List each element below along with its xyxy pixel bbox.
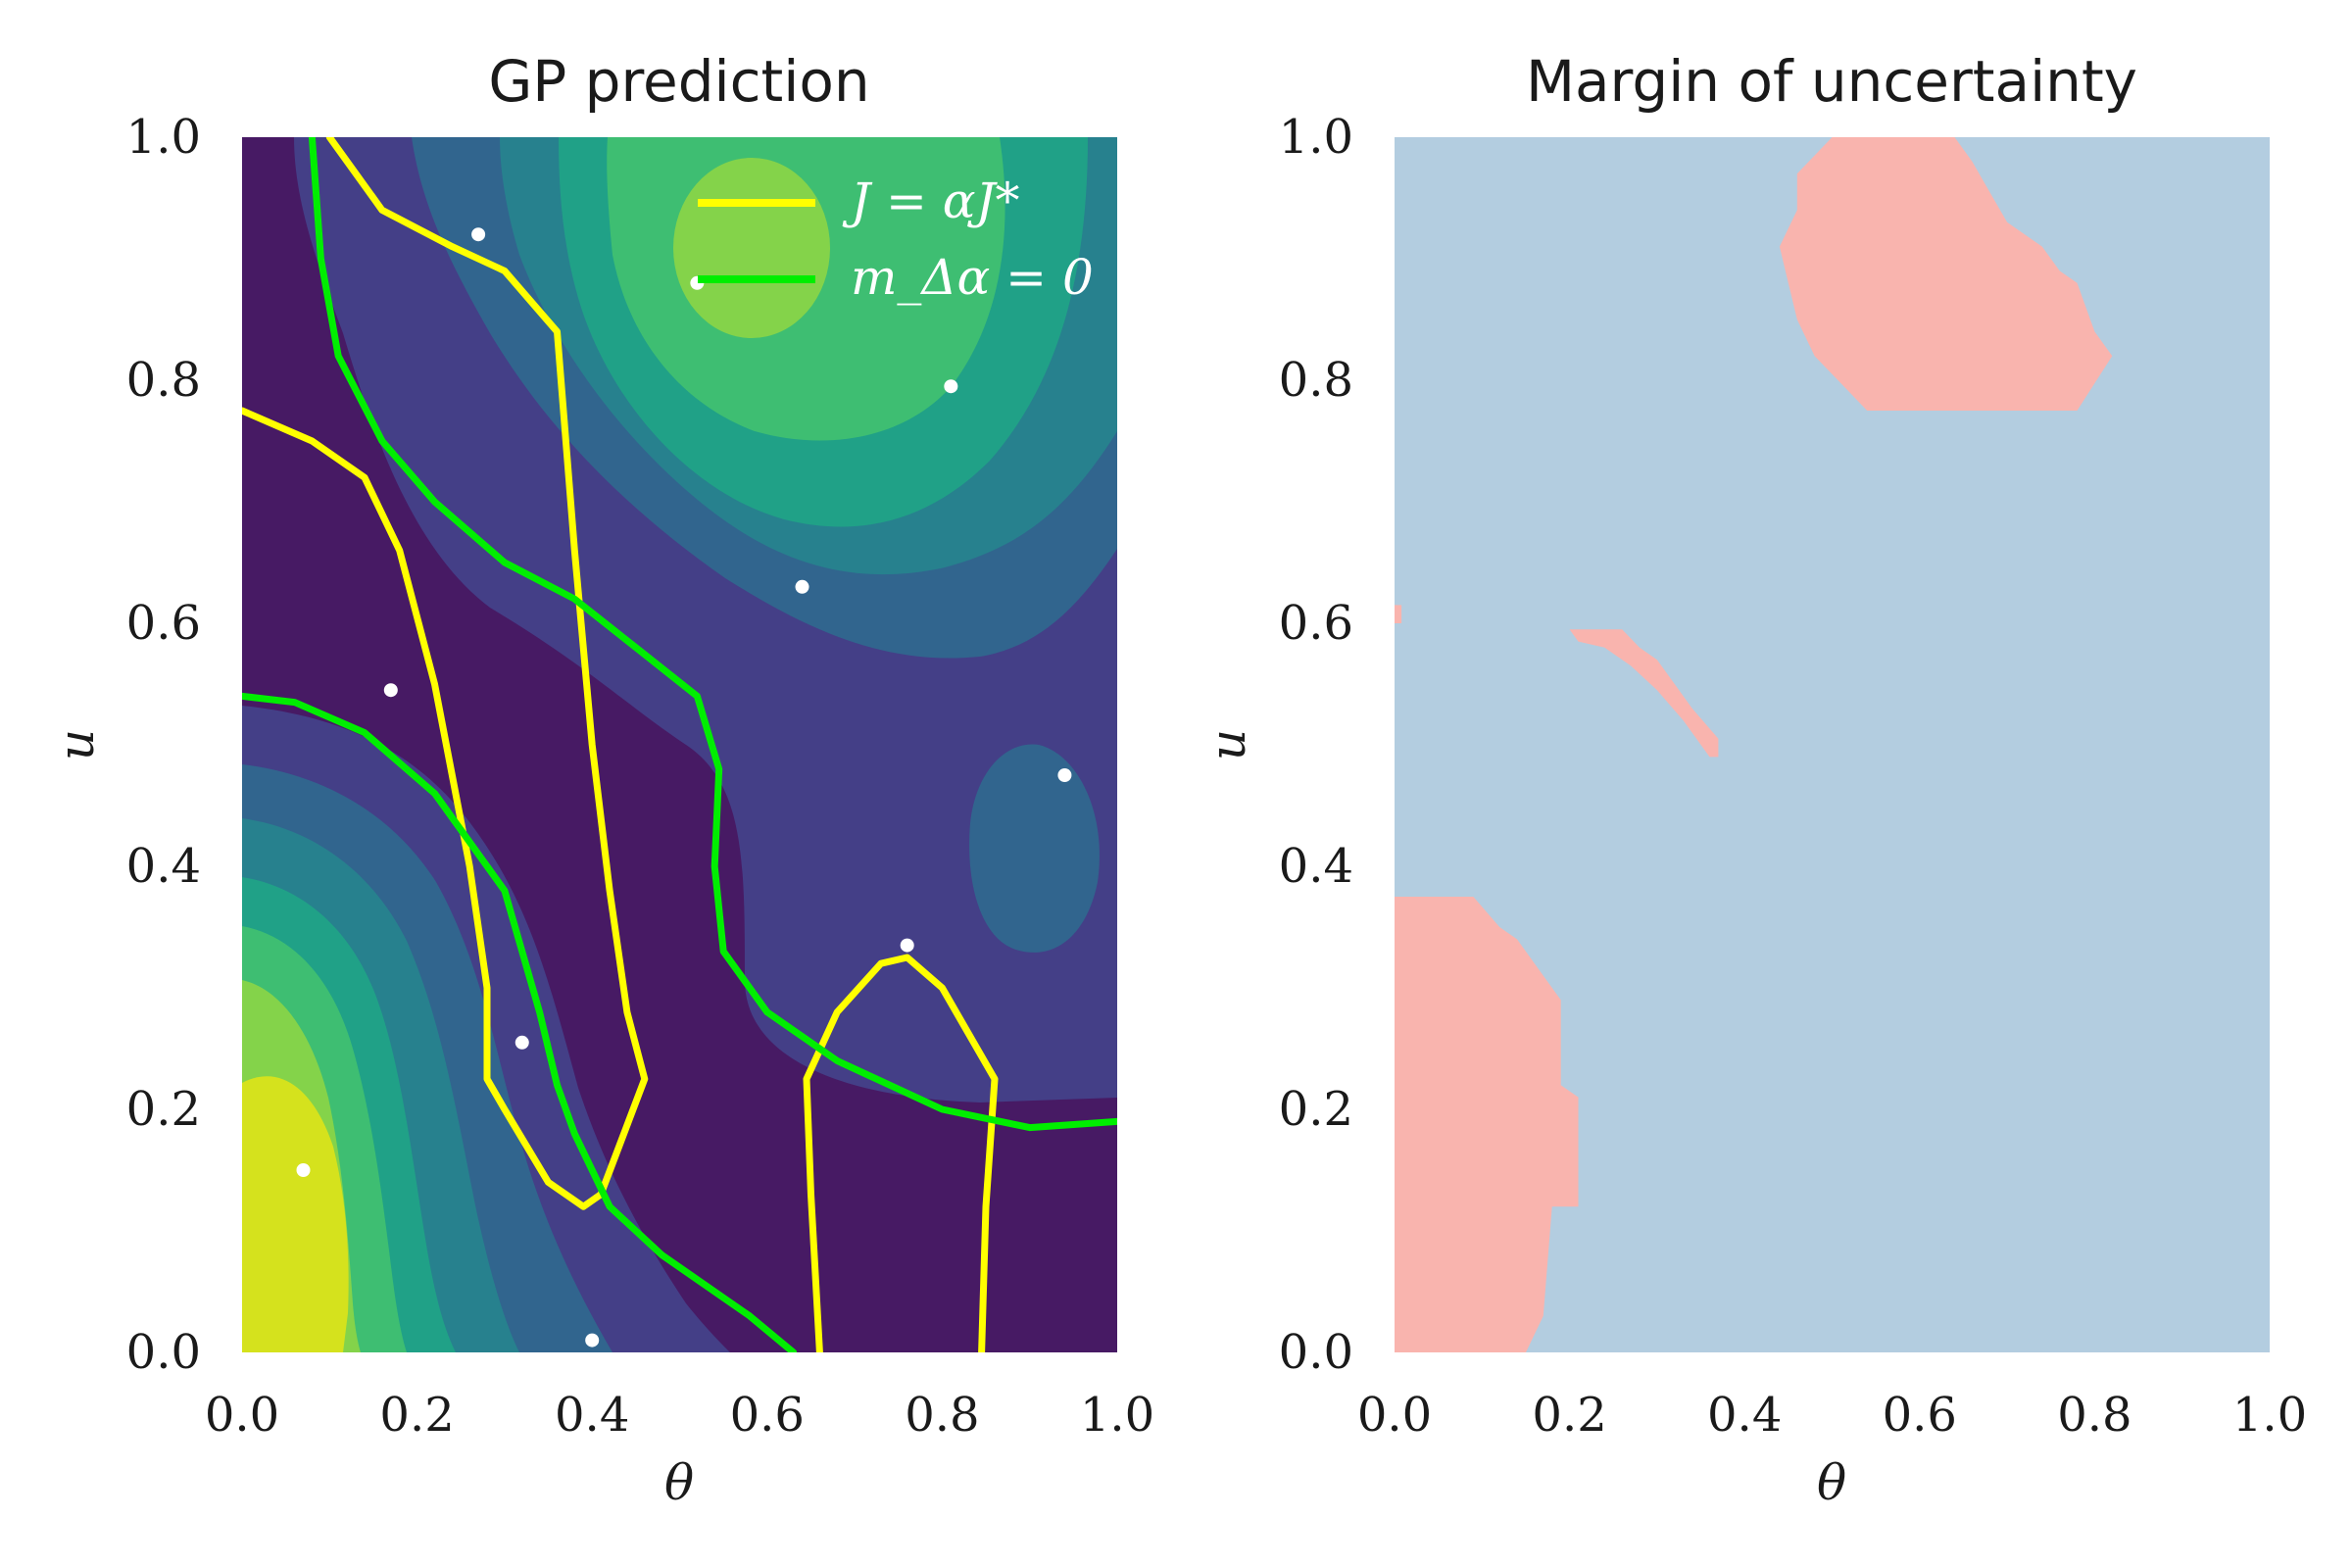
- y-tick-label: 0.8: [1279, 353, 1353, 408]
- x-tick-label: 0.0: [205, 1388, 279, 1443]
- x-tick-label: 0.8: [905, 1388, 979, 1443]
- sample-point-4: [383, 683, 398, 698]
- margin-field: [1395, 137, 2270, 1352]
- uncertain-region-3: [1395, 605, 1402, 623]
- uncertain-region-2: [1395, 897, 1579, 1352]
- y-tick-label: 1.0: [1279, 110, 1353, 165]
- j-alpha-contour-0: [242, 137, 649, 1210]
- x-tick-label: 1.0: [2232, 1388, 2307, 1443]
- sample-point-3: [795, 579, 809, 594]
- contour-bump-right: [969, 744, 1100, 953]
- sample-point-8: [296, 1163, 311, 1177]
- y-tick-label: 0.4: [1279, 839, 1353, 894]
- y-tick-label: 0.2: [126, 1082, 201, 1137]
- y-tick-label: 1.0: [126, 110, 201, 165]
- x-tick-label: 0.0: [1357, 1388, 1432, 1443]
- x-tick-label: 1.0: [1080, 1388, 1154, 1443]
- x-tick-label: 0.2: [1532, 1388, 1606, 1443]
- contour-band-6: [673, 158, 830, 338]
- legend: J = αJ* m_Δα = 0: [698, 172, 1094, 306]
- y-tick-label: 0.0: [126, 1325, 201, 1380]
- y-tick-label: 0.6: [126, 596, 201, 651]
- margin-axis-ticks: 0.0 0.2 0.4 0.6 0.8 1.0 0.0 0.2 0.4 0.6 0.8 1.0: [1279, 110, 2308, 1443]
- gp-x-axis-label: θ: [664, 1454, 694, 1511]
- sample-point-5: [1057, 768, 1072, 782]
- margin-zero-contour-0: [308, 137, 1117, 1132]
- gp-contour-field: [242, 137, 1117, 1352]
- margin-panel: Margin of uncertainty 0.0 0.2 0.4 0.6 0.8 1.0…: [1200, 48, 2307, 1511]
- x-tick-label: 0.4: [555, 1388, 629, 1443]
- x-tick-label: 0.2: [379, 1388, 454, 1443]
- x-tick-label: 0.6: [1883, 1388, 1957, 1443]
- sample-point-7: [514, 1035, 529, 1050]
- x-tick-label: 0.4: [1707, 1388, 1782, 1443]
- sample-point-0: [471, 227, 486, 242]
- gp-axis-ticks: 0.0 0.2 0.4 0.6 0.8 1.0 0.0 0.2 0.4 0.6 0.8 1.0: [126, 110, 1155, 1443]
- margin-x-axis-label: θ: [1817, 1454, 1846, 1511]
- sample-point-6: [900, 938, 914, 953]
- gp-prediction-panel: GP prediction J = αJ*: [48, 48, 1154, 1511]
- x-tick-label: 0.8: [2057, 1388, 2132, 1443]
- contour-band-7b: [242, 1076, 349, 1352]
- uncertain-region-1: [1569, 629, 1719, 758]
- x-tick-label: 0.6: [730, 1388, 805, 1443]
- y-tick-label: 0.0: [1279, 1325, 1353, 1380]
- y-tick-label: 0.4: [126, 839, 201, 894]
- uncertain-region-0: [1779, 137, 2113, 411]
- sample-points: [296, 227, 1072, 1348]
- legend-margin-label: m_Δα = 0: [851, 249, 1094, 306]
- margin-y-axis-label: u: [1200, 729, 1256, 760]
- y-tick-label: 0.6: [1279, 596, 1353, 651]
- sample-point-9: [585, 1333, 600, 1348]
- y-tick-label: 0.2: [1279, 1082, 1353, 1137]
- gp-prediction-title: GP prediction: [488, 48, 869, 115]
- uncertain-regions: [1395, 137, 2113, 1352]
- sample-point-2: [944, 379, 958, 394]
- margin-title: Margin of uncertainty: [1526, 48, 2137, 115]
- contour-lines: [242, 137, 1117, 1352]
- j-alpha-contour-1: [803, 954, 999, 1352]
- gp-y-axis-label: u: [48, 729, 105, 760]
- margin-zero-contour-1: [242, 692, 798, 1352]
- legend-j-label: J = αJ*: [842, 172, 1020, 229]
- y-tick-label: 0.8: [126, 353, 201, 408]
